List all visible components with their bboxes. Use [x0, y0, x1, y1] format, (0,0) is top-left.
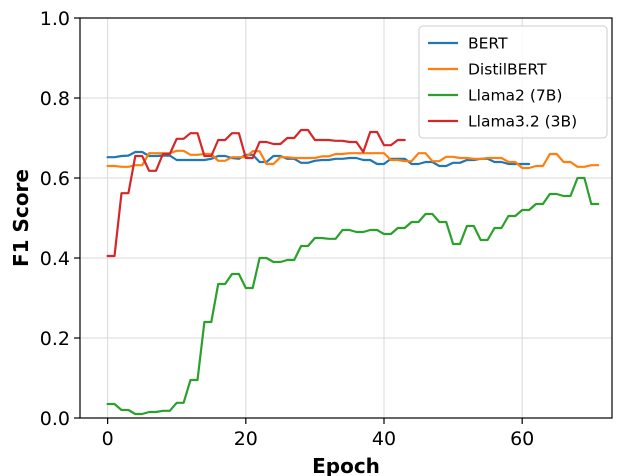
y-tick-label: 0.6: [40, 168, 70, 190]
series-lines: [106, 128, 600, 416]
y-tick-label: 1.0: [40, 8, 70, 30]
legend: BERT DistilBERT Llama2 (7B) Llama3.2 (3B): [418, 25, 608, 139]
y-axis-title: F1 Score: [9, 169, 33, 267]
y-tick-label: 0.0: [40, 408, 70, 430]
series-line-bert: [106, 150, 531, 168]
legend-label: Llama2 (7B): [468, 87, 562, 105]
y-tick-label: 0.8: [40, 88, 70, 110]
series-line-llama2-7b: [106, 176, 600, 416]
series-line-llama3-2-3b: [106, 128, 406, 258]
axis-ticks: 0 20 40 60 0.0 0.2 0.4 0.6 0.8 1.0: [40, 8, 534, 450]
series-line-distilbert: [106, 149, 600, 170]
legend-label: DistilBERT: [468, 61, 547, 79]
legend-label: Llama3.2 (3B): [468, 113, 577, 131]
x-tick-label: 0: [102, 428, 114, 450]
x-tick-label: 40: [372, 428, 396, 450]
x-tick-label: 20: [234, 428, 258, 450]
y-tick-label: 0.2: [40, 328, 70, 350]
x-axis-title: Epoch: [312, 454, 380, 476]
legend-label: BERT: [468, 35, 508, 53]
x-tick-label: 60: [510, 428, 534, 450]
y-tick-label: 0.4: [40, 248, 70, 270]
legend-box: [418, 25, 608, 139]
plot-frame: [79, 17, 613, 419]
